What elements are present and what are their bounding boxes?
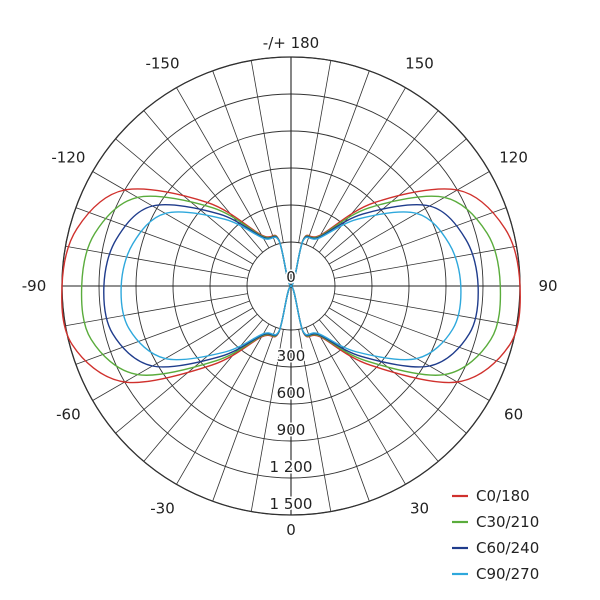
legend-label: C60/240	[476, 539, 539, 557]
series-layer	[61, 188, 521, 384]
grid-spoke	[143, 110, 264, 253]
angle-label: 30	[410, 500, 429, 518]
grid-spoke	[92, 171, 254, 265]
angle-label: -120	[51, 149, 85, 167]
grid-spoke	[75, 207, 250, 272]
grid-spoke	[328, 307, 490, 401]
angle-label: 60	[504, 406, 523, 424]
angle-label: -30	[150, 500, 175, 518]
angle-label: -60	[56, 406, 81, 424]
angle-label: 150	[405, 54, 434, 72]
legend-label: C90/270	[476, 565, 539, 583]
grid-spoke	[115, 138, 258, 259]
grid-spoke	[298, 60, 332, 243]
legend-label: C0/180	[476, 487, 530, 505]
ring-label: 0	[286, 268, 296, 286]
grid-spoke	[250, 329, 284, 512]
grid-spoke	[305, 70, 370, 245]
grid-spoke	[334, 293, 517, 327]
ring-label: 600	[277, 384, 306, 402]
angle-label: 90	[538, 277, 557, 295]
series-line-c90-270	[120, 211, 462, 361]
ring-labels: 0 300 600 900 1 200 1 500	[268, 267, 314, 515]
angle-label: -/+ 180	[263, 34, 319, 52]
grid-spoke	[332, 300, 507, 365]
ring-label: 300	[277, 347, 306, 365]
grid-spoke	[298, 329, 332, 512]
legend: C0/180 C30/210 C60/240 C90/270	[452, 487, 539, 583]
angle-label: -90	[22, 277, 47, 295]
grid-spoke	[318, 319, 439, 462]
grid-spoke	[176, 323, 270, 485]
grid-spoke	[65, 293, 248, 327]
polar-grid	[61, 56, 521, 516]
grid-spoke	[212, 70, 277, 245]
grid-spoke	[312, 87, 406, 249]
grid-spoke	[334, 245, 517, 279]
angle-label: -150	[145, 54, 179, 72]
legend-label: C30/210	[476, 513, 539, 531]
angle-labels: -/+ 180 150 120 90 60 30 -30 -60 -90 -120 -150 0	[22, 34, 558, 539]
grid-spoke	[176, 87, 270, 249]
grid-spoke	[143, 319, 264, 462]
grid-spoke	[212, 327, 277, 502]
grid-spoke	[65, 245, 248, 279]
grid-spoke	[324, 138, 467, 259]
grid-spoke	[115, 313, 258, 434]
grid-spoke	[305, 327, 370, 502]
angle-label: 120	[499, 149, 528, 167]
ring-label: 1 200	[270, 458, 313, 476]
grid-spoke	[75, 300, 250, 365]
ring-label: 1 500	[270, 495, 313, 513]
grid-spoke	[318, 110, 439, 253]
ring-label: 900	[277, 421, 306, 439]
grid-spoke	[312, 323, 406, 485]
angle-label: 0	[286, 521, 296, 539]
grid-spoke	[332, 207, 507, 272]
grid-spoke	[250, 60, 284, 243]
grid-spoke	[324, 313, 467, 434]
grid-spoke	[92, 307, 254, 401]
grid-spoke	[328, 171, 490, 265]
